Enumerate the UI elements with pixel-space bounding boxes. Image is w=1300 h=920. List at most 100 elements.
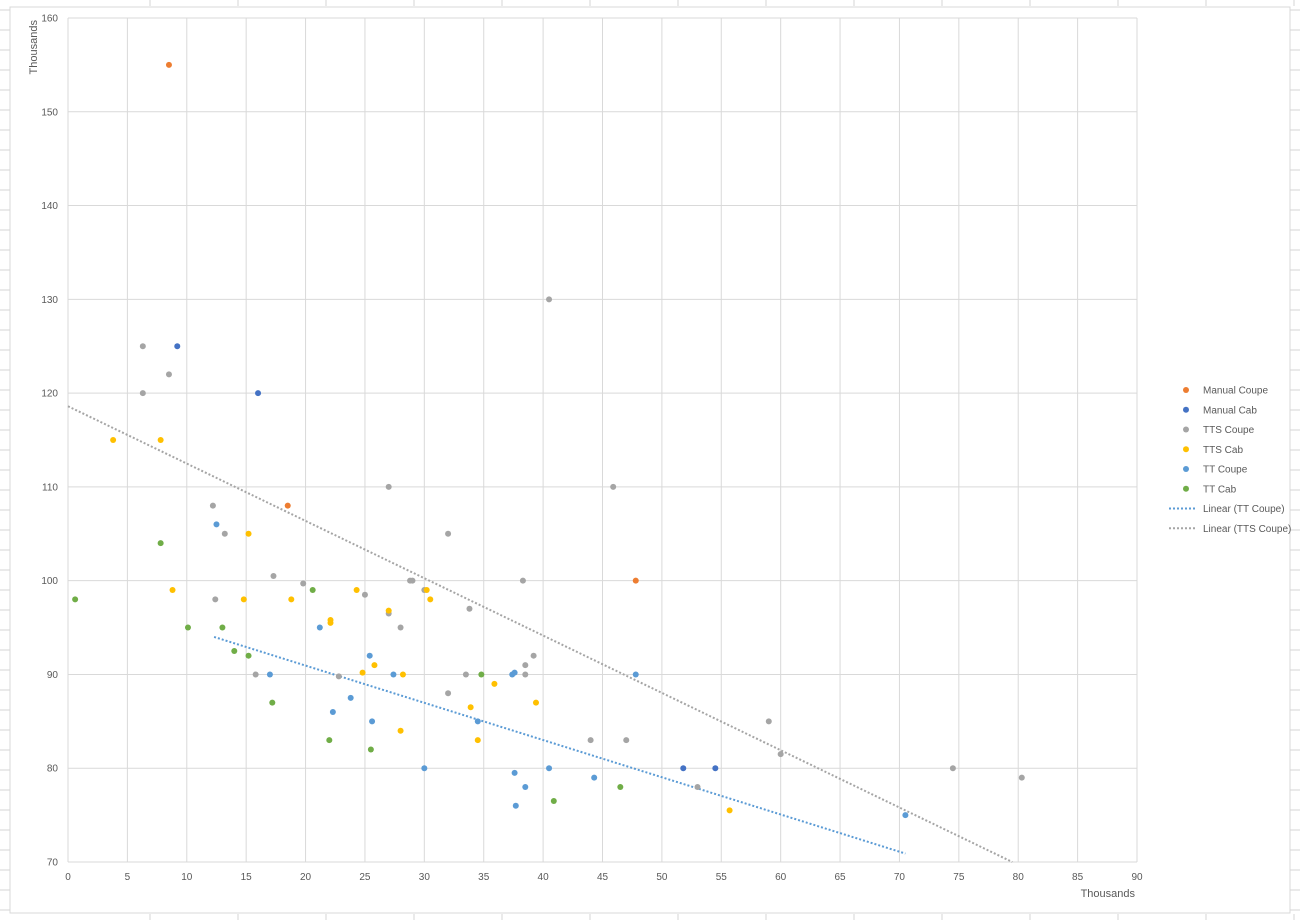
- data-point[interactable]: [623, 737, 630, 744]
- data-point[interactable]: [632, 577, 639, 584]
- data-point[interactable]: [522, 783, 529, 790]
- data-point[interactable]: [530, 652, 537, 659]
- data-point[interactable]: [326, 737, 333, 744]
- data-point[interactable]: [212, 596, 219, 603]
- data-point[interactable]: [610, 483, 617, 490]
- data-point[interactable]: [546, 765, 553, 772]
- data-point[interactable]: [221, 530, 228, 537]
- data-point[interactable]: [255, 390, 262, 397]
- data-point[interactable]: [397, 727, 404, 734]
- data-point[interactable]: [397, 624, 404, 631]
- data-point[interactable]: [1018, 774, 1025, 781]
- data-point[interactable]: [139, 390, 146, 397]
- legend-item[interactable]: TTS Cab: [1183, 445, 1243, 456]
- data-point[interactable]: [139, 343, 146, 350]
- data-point[interactable]: [632, 671, 639, 678]
- data-point[interactable]: [474, 718, 481, 725]
- data-point[interactable]: [367, 746, 374, 753]
- data-point[interactable]: [219, 624, 226, 631]
- data-point[interactable]: [284, 502, 291, 509]
- legend-item[interactable]: TT Cab: [1183, 484, 1237, 495]
- data-point[interactable]: [110, 437, 117, 443]
- data-point[interactable]: [617, 783, 624, 790]
- data-point[interactable]: [385, 483, 392, 490]
- data-point[interactable]: [949, 765, 956, 772]
- legend-marker: [1183, 446, 1189, 453]
- data-point[interactable]: [546, 296, 553, 303]
- data-point[interactable]: [587, 737, 594, 744]
- data-point[interactable]: [511, 669, 518, 676]
- legend-item[interactable]: TTS Coupe: [1183, 425, 1255, 436]
- data-point[interactable]: [680, 765, 687, 772]
- data-point[interactable]: [902, 812, 909, 819]
- data-point[interactable]: [522, 671, 529, 678]
- data-point[interactable]: [329, 708, 336, 715]
- legend-item[interactable]: Linear (TT Coupe): [1169, 504, 1285, 515]
- data-point[interactable]: [157, 437, 164, 443]
- data-point[interactable]: [366, 652, 373, 659]
- data-point[interactable]: [466, 605, 473, 612]
- data-point[interactable]: [390, 671, 397, 678]
- data-point[interactable]: [491, 680, 498, 687]
- data-point[interactable]: [421, 765, 428, 772]
- data-point[interactable]: [72, 596, 79, 603]
- legend-item[interactable]: Linear (TTS Coupe): [1169, 524, 1291, 535]
- data-point[interactable]: [165, 61, 172, 68]
- data-point[interactable]: [385, 607, 392, 614]
- data-point[interactable]: [522, 662, 529, 669]
- data-point[interactable]: [467, 704, 474, 711]
- data-point[interactable]: [174, 343, 181, 350]
- data-point[interactable]: [327, 617, 334, 624]
- data-point[interactable]: [369, 718, 376, 725]
- data-point[interactable]: [427, 596, 434, 603]
- data-point[interactable]: [550, 798, 557, 805]
- data-point[interactable]: [409, 577, 416, 584]
- data-point[interactable]: [309, 587, 316, 594]
- data-point[interactable]: [532, 699, 539, 706]
- data-point[interactable]: [591, 774, 598, 781]
- data-point[interactable]: [512, 802, 519, 809]
- data-point[interactable]: [335, 673, 342, 680]
- data-point[interactable]: [765, 718, 772, 725]
- data-point[interactable]: [269, 699, 276, 706]
- data-point[interactable]: [270, 572, 277, 579]
- data-point[interactable]: [169, 587, 176, 594]
- data-point[interactable]: [288, 596, 295, 603]
- data-point[interactable]: [266, 671, 273, 678]
- data-point[interactable]: [165, 371, 172, 378]
- data-point[interactable]: [347, 694, 354, 701]
- data-point[interactable]: [511, 769, 518, 776]
- legend-item[interactable]: TT Coupe: [1183, 465, 1248, 476]
- data-point[interactable]: [209, 502, 216, 509]
- legend-label: TT Coupe: [1203, 465, 1248, 476]
- data-point[interactable]: [777, 751, 784, 758]
- data-point[interactable]: [231, 648, 238, 654]
- data-point[interactable]: [445, 690, 452, 697]
- data-point[interactable]: [361, 591, 368, 598]
- data-point[interactable]: [462, 671, 469, 678]
- data-point[interactable]: [316, 624, 323, 631]
- data-point[interactable]: [712, 765, 719, 772]
- data-point[interactable]: [213, 521, 220, 528]
- legend-item[interactable]: Manual Cab: [1183, 405, 1257, 416]
- data-point[interactable]: [478, 671, 485, 678]
- data-point[interactable]: [359, 669, 366, 676]
- data-point[interactable]: [399, 671, 406, 678]
- data-point[interactable]: [245, 652, 252, 659]
- data-point[interactable]: [726, 807, 733, 814]
- data-point[interactable]: [300, 580, 307, 587]
- data-point[interactable]: [353, 587, 360, 594]
- data-point[interactable]: [252, 671, 259, 678]
- data-point[interactable]: [519, 577, 526, 584]
- legend-item[interactable]: Manual Coupe: [1183, 386, 1268, 397]
- data-point[interactable]: [371, 662, 378, 669]
- data-point[interactable]: [240, 596, 247, 603]
- data-point[interactable]: [445, 530, 452, 537]
- data-point[interactable]: [157, 540, 164, 547]
- data-point[interactable]: [245, 530, 252, 537]
- data-point[interactable]: [474, 737, 481, 744]
- data-point[interactable]: [184, 624, 191, 631]
- data-point[interactable]: [694, 783, 701, 790]
- data-point[interactable]: [423, 587, 430, 594]
